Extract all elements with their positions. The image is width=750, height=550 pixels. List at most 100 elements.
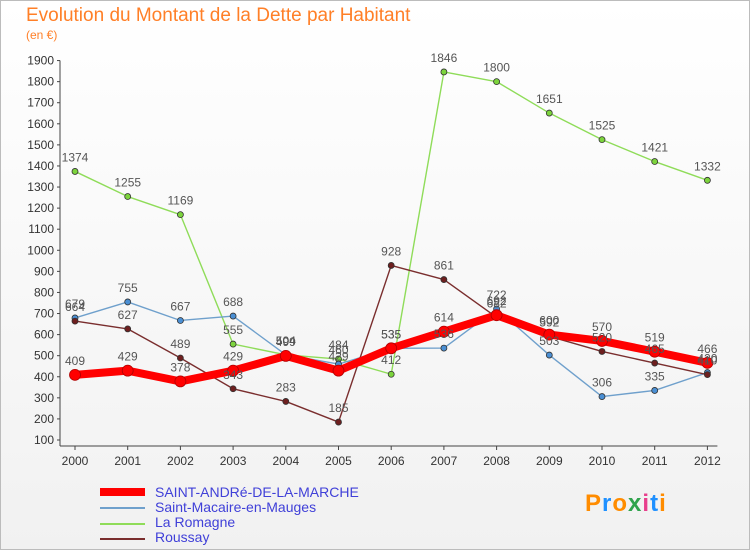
data-label: 627 [118, 308, 138, 322]
data-point [176, 354, 184, 362]
data-label: 343 [223, 368, 243, 382]
y-tick-label: 800 [34, 285, 54, 299]
data-point [332, 364, 345, 377]
data-label: 504 [276, 334, 296, 348]
x-tick-label: 2002 [167, 454, 194, 468]
logo-letter: x [628, 490, 643, 517]
data-label: 1374 [62, 150, 89, 164]
x-tick-label: 2003 [220, 454, 247, 468]
data-label: 682 [487, 296, 507, 310]
data-point [598, 136, 606, 144]
data-point [387, 262, 395, 269]
data-label: 378 [170, 360, 190, 374]
legend-swatch-saint-macaire [100, 507, 145, 509]
logo-letter: P [585, 490, 603, 517]
data-point [704, 371, 711, 379]
data-point [71, 168, 79, 175]
data-point [124, 325, 132, 333]
data-point [651, 158, 659, 165]
y-tick-label: 1200 [27, 201, 54, 215]
data-label: 1332 [694, 159, 721, 173]
data-point [704, 176, 711, 184]
data-label: 409 [65, 354, 85, 368]
data-label: 466 [697, 342, 717, 356]
y-tick-label: 1300 [27, 180, 54, 194]
x-tick-label: 2008 [483, 454, 510, 468]
data-label: 489 [170, 337, 190, 351]
data-label: 667 [170, 299, 190, 313]
data-label: 1800 [483, 61, 510, 75]
data-label: 692 [487, 294, 507, 308]
data-point [71, 317, 79, 325]
data-point [545, 109, 553, 117]
y-tick-label: 1900 [27, 54, 54, 68]
chart-title: Evolution du Montant de la Dette par Hab… [26, 5, 411, 26]
data-label: 535 [381, 327, 401, 341]
logo-letter: r [602, 490, 613, 517]
x-tick-label: 2004 [272, 454, 299, 468]
data-label: 1169 [167, 194, 193, 208]
data-point [490, 309, 503, 322]
data-point [598, 393, 606, 400]
legend-swatch-saint-andre [100, 488, 145, 496]
data-label: 536 [434, 327, 454, 341]
data-point [229, 385, 237, 393]
data-point [596, 335, 608, 347]
data-label: 484 [328, 338, 348, 352]
data-label: 429 [328, 350, 348, 364]
y-tick-label: 400 [34, 370, 54, 384]
y-tick-label: 500 [34, 349, 54, 363]
data-label: 335 [645, 369, 665, 383]
data-label: 1846 [431, 51, 458, 65]
data-label: 614 [434, 311, 454, 325]
data-label: 306 [592, 376, 612, 390]
data-point [124, 193, 132, 200]
y-tick-label: 1700 [27, 96, 54, 110]
data-point [651, 387, 659, 394]
data-label: 283 [276, 380, 296, 394]
data-point [545, 351, 553, 359]
data-point [176, 317, 184, 324]
data-label: 429 [118, 350, 138, 364]
data-point [387, 370, 395, 378]
legend-label-saint-andre: SAINT-ANDRé-DE-LA-MARCHE [155, 484, 359, 500]
y-tick-label: 100 [34, 433, 54, 447]
logo-letter: i [659, 490, 667, 517]
data-label: 535 [381, 327, 401, 341]
data-point [701, 356, 714, 369]
x-tick-label: 2011 [642, 454, 668, 468]
data-point [174, 375, 187, 388]
y-tick-label: 1500 [27, 138, 54, 152]
data-label: 722 [487, 288, 507, 302]
data-label: 664 [65, 300, 85, 314]
data-point [543, 328, 556, 341]
data-label: 1255 [114, 176, 141, 190]
data-label: 1651 [536, 92, 563, 106]
y-tick-label: 1400 [27, 159, 54, 173]
data-label: 429 [223, 350, 243, 364]
data-label: 410 [697, 354, 717, 368]
y-tick-label: 200 [34, 412, 54, 426]
data-point [229, 340, 237, 348]
data-label: 679 [65, 297, 85, 311]
data-point [124, 298, 132, 306]
data-label: 519 [645, 331, 665, 345]
legend-swatch-la-romagne [100, 523, 145, 525]
unit-label: (en €) [26, 28, 58, 42]
x-tick-label: 2005 [325, 454, 352, 468]
x-tick-label: 2001 [114, 454, 141, 468]
legend-label-la-romagne: La Romagne [155, 514, 236, 530]
y-tick-label: 600 [34, 328, 54, 342]
data-label: 503 [539, 334, 559, 348]
x-tick-label: 2000 [62, 454, 89, 468]
y-tick-label: 1800 [27, 75, 54, 89]
logo-letter: i [642, 490, 651, 517]
x-tick-label: 2012 [694, 454, 721, 468]
x-tick-label: 2010 [589, 454, 616, 468]
data-label: 592 [539, 315, 559, 329]
data-point [598, 348, 606, 355]
data-point [648, 345, 661, 358]
data-point [440, 68, 448, 76]
